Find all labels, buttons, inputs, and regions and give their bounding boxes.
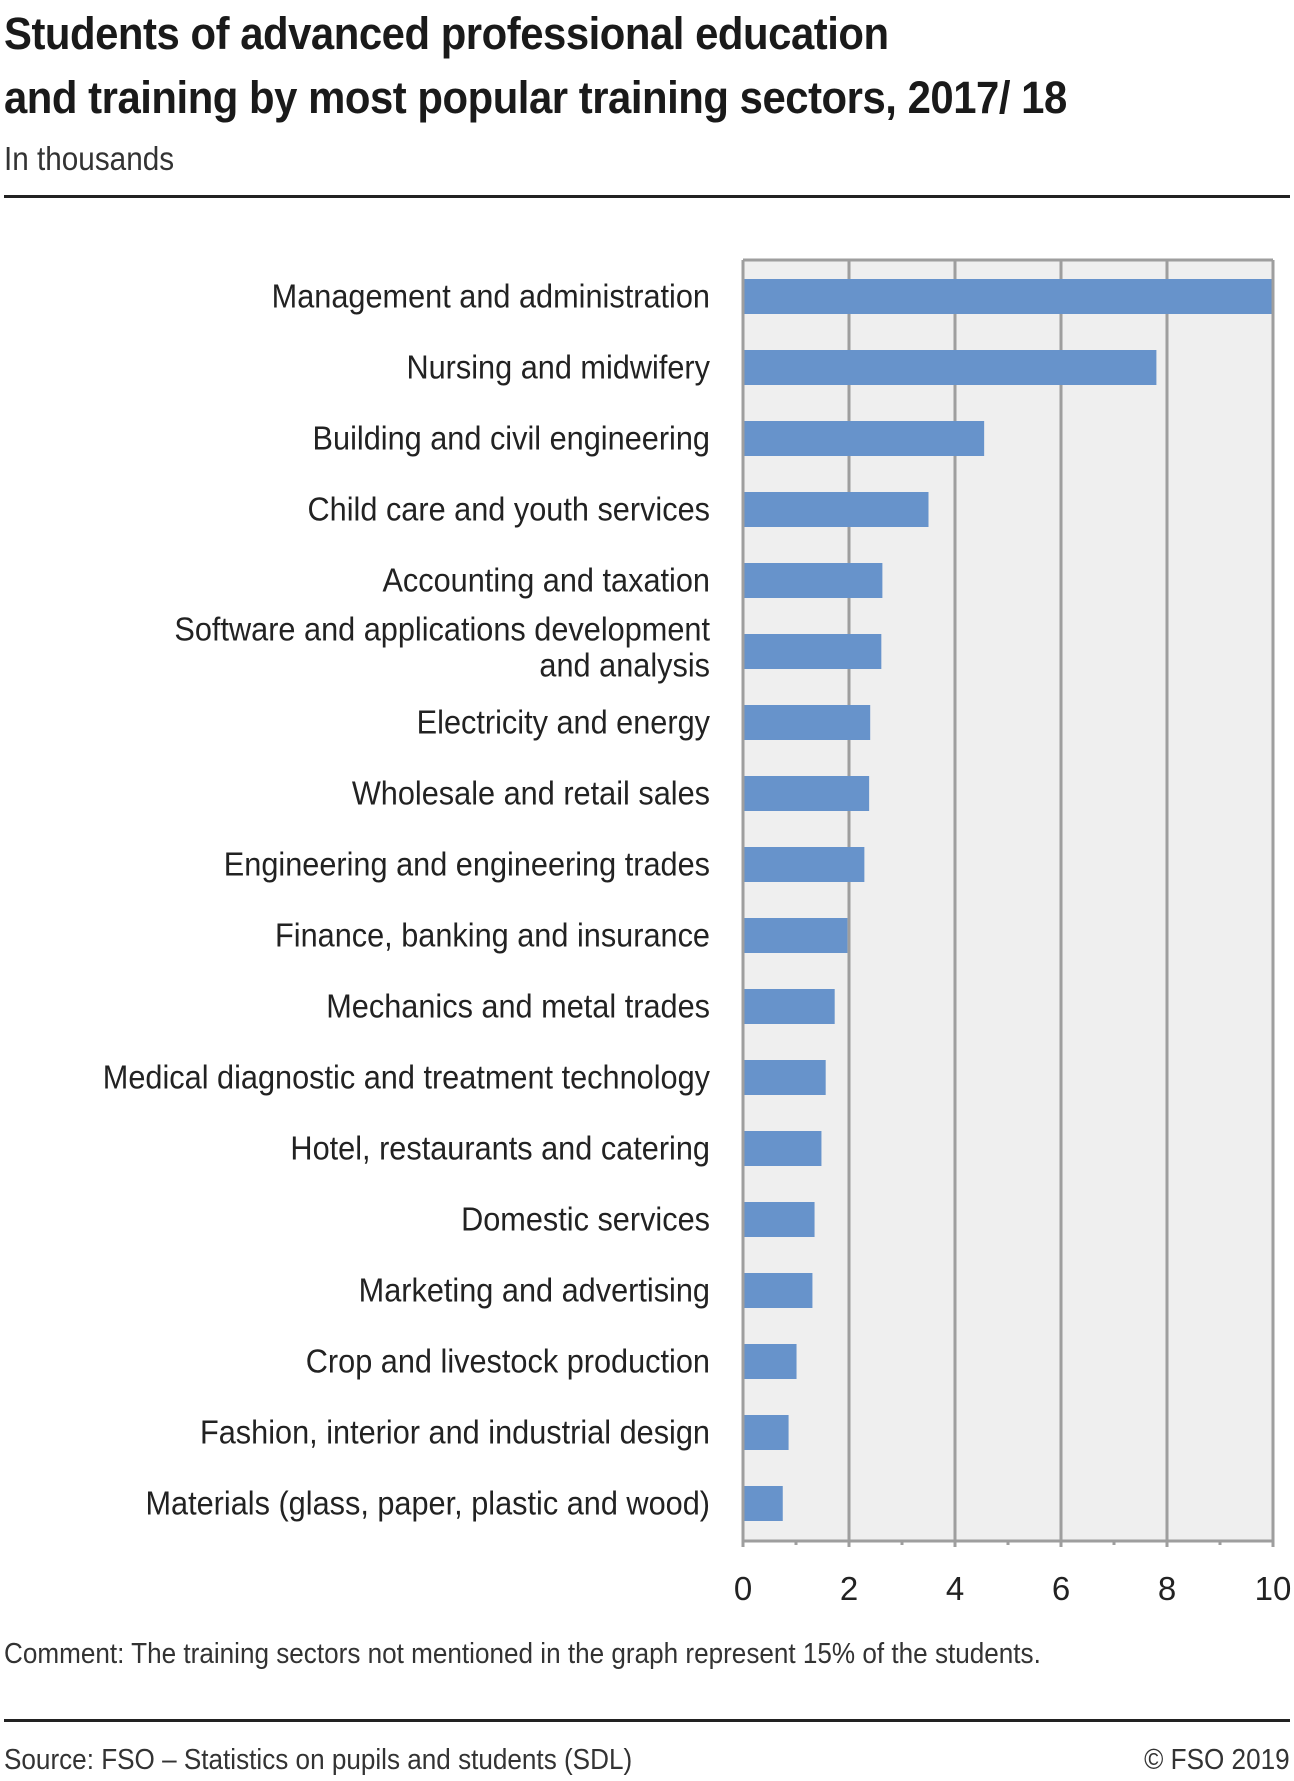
- bar: [743, 847, 865, 882]
- category-label-line: Marketing and advertising: [359, 1271, 710, 1308]
- x-tick-label: 8: [1158, 1570, 1176, 1607]
- bar: [743, 350, 1157, 385]
- bottom-divider: [4, 1719, 1290, 1722]
- bar: [743, 1202, 815, 1237]
- category-label: Software and applications development and…: [174, 610, 710, 683]
- bar: [743, 279, 1273, 314]
- category-label: Domestic services: [461, 1200, 710, 1237]
- category-label-line: Building and civil engineering: [313, 419, 710, 456]
- bar: [743, 1131, 822, 1166]
- category-label: Mechanics and metal trades: [326, 987, 710, 1024]
- category-label: Nursing and midwifery: [406, 348, 710, 385]
- category-label: Wholesale and retail sales: [352, 774, 710, 811]
- category-label: Management and administration: [272, 277, 710, 314]
- category-label-line: Mechanics and metal trades: [326, 987, 710, 1024]
- category-label: Building and civil engineering: [313, 419, 710, 456]
- bar: [743, 776, 870, 811]
- category-label-line: Medical diagnostic and treatment technol…: [103, 1058, 710, 1095]
- bar: [743, 492, 929, 527]
- x-tick-label: 6: [1052, 1570, 1070, 1607]
- x-tick-label: 10: [1255, 1570, 1292, 1607]
- category-label: Crop and livestock production: [306, 1342, 710, 1379]
- category-label: Materials (glass, paper, plastic and woo…: [145, 1484, 710, 1521]
- category-label-line: Hotel, restaurants and catering: [290, 1129, 710, 1166]
- category-label-line: Engineering and engineering trades: [224, 845, 710, 882]
- category-label-line: Management and administration: [272, 277, 710, 314]
- chart-title-line-1: Students of advanced professional educat…: [4, 8, 889, 59]
- top-divider: [4, 195, 1290, 198]
- category-label-line: Accounting and taxation: [382, 561, 710, 598]
- category-label: Hotel, restaurants and catering: [290, 1129, 710, 1166]
- category-label-line: Crop and livestock production: [306, 1342, 710, 1379]
- bar: [743, 563, 883, 598]
- category-label: Engineering and engineering trades: [224, 845, 710, 882]
- category-label-line: Finance, banking and insurance: [275, 916, 710, 953]
- category-label: Electricity and energy: [417, 703, 710, 740]
- category-label: Medical diagnostic and treatment technol…: [103, 1058, 710, 1095]
- source-note: Source: FSO – Statistics on pupils and s…: [4, 1744, 633, 1776]
- category-label-line: Child care and youth services: [308, 490, 710, 527]
- category-label-line: Materials (glass, paper, plastic and woo…: [145, 1484, 710, 1521]
- bar: [743, 989, 835, 1024]
- category-label-line: and analysis: [539, 646, 710, 683]
- bar: [743, 1344, 797, 1379]
- category-label: Child care and youth services: [308, 490, 710, 527]
- bar: [743, 1273, 813, 1308]
- category-label-line: Wholesale and retail sales: [352, 774, 710, 811]
- bar: [743, 1486, 783, 1521]
- category-label-line: Software and applications development: [174, 610, 710, 647]
- category-label: Accounting and taxation: [382, 561, 710, 598]
- chart-comment: Comment: The training sectors not mentio…: [4, 1638, 1041, 1670]
- category-label: Finance, banking and insurance: [275, 916, 710, 953]
- x-tick-label: 0: [734, 1570, 752, 1607]
- bar: [743, 1415, 789, 1450]
- category-label-line: Fashion, interior and industrial design: [200, 1413, 710, 1450]
- category-label: Fashion, interior and industrial design: [200, 1413, 710, 1450]
- category-label-line: Domestic services: [461, 1200, 710, 1237]
- chart-title-line-2: and training by most popular training se…: [4, 72, 1067, 123]
- chart-title: Students of advanced professional educat…: [4, 2, 1204, 130]
- chart-subtitle: In thousands: [4, 140, 175, 177]
- x-tick-label: 2: [840, 1570, 858, 1607]
- bar: [743, 1060, 826, 1095]
- bar-chart: Management and administration Nursing and…: [103, 258, 1292, 1607]
- category-label: Marketing and advertising: [359, 1271, 710, 1308]
- category-label-line: Electricity and energy: [417, 703, 710, 740]
- category-label-line: Nursing and midwifery: [406, 348, 710, 385]
- bar: [743, 634, 882, 669]
- bar: [743, 705, 871, 740]
- bar: [743, 918, 848, 953]
- plot-area: [743, 260, 1273, 1541]
- bar: [743, 421, 985, 456]
- copyright-note: © FSO 2019: [1144, 1744, 1290, 1776]
- x-tick-label: 4: [946, 1570, 964, 1607]
